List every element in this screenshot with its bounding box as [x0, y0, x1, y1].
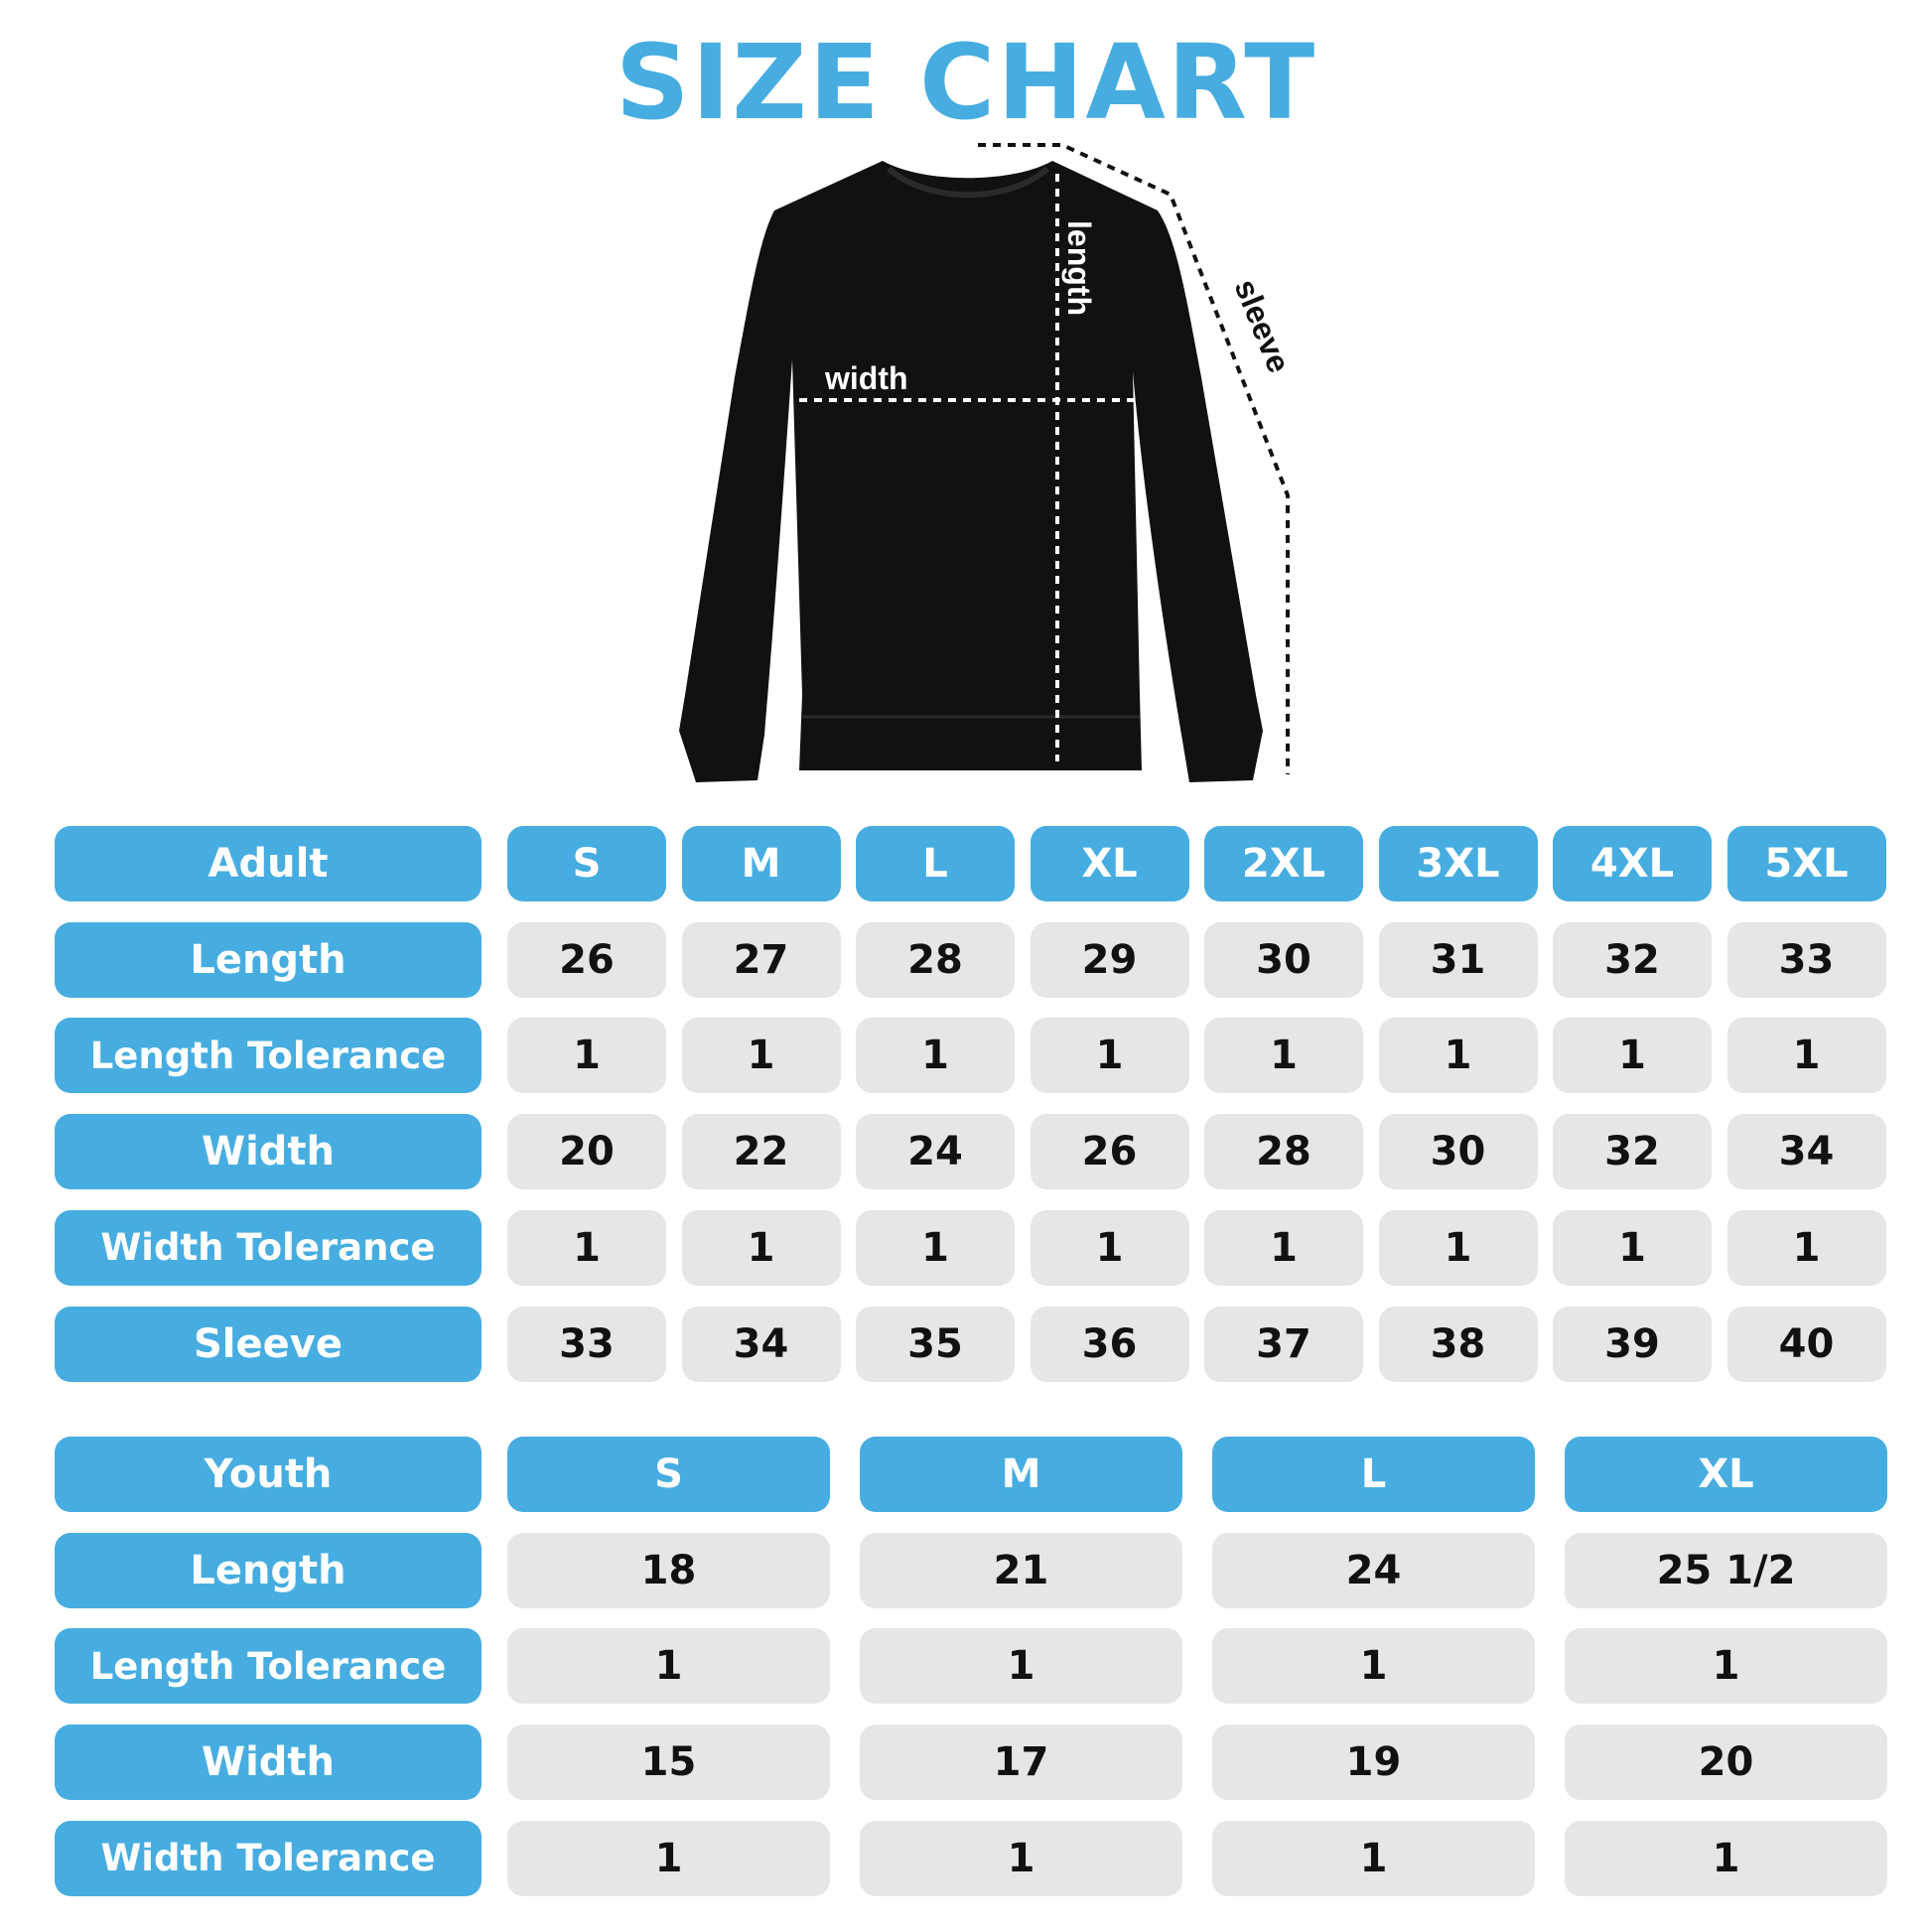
table-cell: 33	[1726, 921, 1886, 998]
table-cell: 31	[1378, 921, 1538, 998]
table-cell: 1	[1030, 1018, 1189, 1094]
table-cell: 1	[856, 1209, 1015, 1286]
width-label: width	[824, 360, 908, 396]
table-cell: 1	[1204, 1209, 1363, 1286]
table-cell: 32	[1553, 1114, 1712, 1190]
table-cell: 39	[1553, 1306, 1712, 1382]
table-cell: 25 1/2	[1565, 1532, 1887, 1608]
table-cell: 1	[1378, 1209, 1538, 1286]
size-header-5xl: 5XL	[1726, 826, 1886, 901]
table-cell: 1	[507, 1018, 666, 1094]
table-cell: 30	[1204, 921, 1363, 998]
sleeve-label: sleeve	[1228, 274, 1298, 377]
size-header-4xl: 4XL	[1553, 826, 1712, 901]
size-header-m: M	[681, 826, 841, 901]
table-cell: 24	[856, 1114, 1015, 1190]
table-cell: 24	[1212, 1532, 1535, 1608]
size-header-s: S	[507, 826, 666, 901]
table-cell: 20	[1565, 1725, 1887, 1801]
row-label-width-tolerance: Width Tolerance	[55, 1209, 482, 1286]
youth-header-label: Youth	[55, 1437, 482, 1512]
adult-header-label: Adult	[55, 826, 482, 901]
table-cell: 1	[1378, 1018, 1538, 1094]
length-label: length	[1061, 220, 1097, 316]
size-header-l: L	[1212, 1437, 1535, 1512]
size-header-xl: XL	[1565, 1437, 1887, 1512]
table-cell: 22	[681, 1114, 841, 1190]
table-cell: 37	[1204, 1306, 1363, 1382]
sweater-illustration	[679, 161, 1263, 782]
table-cell: 38	[1378, 1306, 1538, 1382]
table-cell: 17	[860, 1725, 1182, 1801]
table-cell: 34	[1726, 1114, 1886, 1190]
table-cell: 28	[856, 921, 1015, 998]
table-cell: 1	[1565, 1820, 1887, 1896]
table-cell: 28	[1204, 1114, 1363, 1190]
table-cell: 27	[681, 921, 841, 998]
table-cell: 1	[681, 1209, 841, 1286]
table-cell: 34	[681, 1306, 841, 1382]
table-cell: 19	[1212, 1725, 1535, 1801]
table-cell: 26	[507, 921, 666, 998]
table-cell: 33	[507, 1306, 666, 1382]
row-label-length: Length	[55, 921, 482, 998]
row-label-width: Width	[55, 1725, 482, 1801]
table-cell: 1	[1030, 1209, 1189, 1286]
table-cell: 35	[856, 1306, 1015, 1382]
table-cell: 26	[1030, 1114, 1189, 1190]
table-cell: 1	[507, 1820, 830, 1896]
table-cell: 32	[1553, 921, 1712, 998]
table-cell: 1	[1212, 1820, 1535, 1896]
size-header-l: L	[856, 826, 1015, 901]
table-cell: 15	[507, 1725, 830, 1801]
table-cell: 1	[1726, 1209, 1886, 1286]
table-cell: 1	[1726, 1018, 1886, 1094]
row-label-width-tolerance: Width Tolerance	[55, 1820, 482, 1896]
row-label-width: Width	[55, 1114, 482, 1190]
row-label-length: Length	[55, 1532, 482, 1608]
table-cell: 1	[1212, 1628, 1535, 1705]
neck-ribbing	[887, 166, 1049, 199]
table-cell: 21	[860, 1532, 1182, 1608]
table-cell: 30	[1378, 1114, 1538, 1190]
table-cell: 1	[856, 1018, 1015, 1094]
row-label-length-tolerance: Length Tolerance	[55, 1018, 482, 1094]
size-header-s: S	[507, 1437, 830, 1512]
page-title: SIZE CHART	[615, 22, 1317, 143]
size-header-2xl: 2XL	[1204, 826, 1363, 901]
table-cell: 40	[1726, 1306, 1886, 1382]
row-label-length-tolerance: Length Tolerance	[55, 1628, 482, 1705]
table-cell: 1	[507, 1628, 830, 1705]
table-cell: 1	[860, 1628, 1182, 1705]
table-cell: 36	[1030, 1306, 1189, 1382]
row-label-sleeve: Sleeve	[55, 1306, 482, 1382]
table-cell: 1	[1553, 1018, 1712, 1094]
table-cell: 1	[860, 1820, 1182, 1896]
table-cell: 20	[507, 1114, 666, 1190]
size-header-xl: XL	[1030, 826, 1189, 901]
table-cell: 29	[1030, 921, 1189, 998]
table-cell: 18	[507, 1532, 830, 1608]
table-cell: 1	[507, 1209, 666, 1286]
size-header-3xl: 3XL	[1378, 826, 1538, 901]
table-cell: 1	[1553, 1209, 1712, 1286]
table-cell: 1	[681, 1018, 841, 1094]
sweater-diagram: width length sleeve	[679, 143, 1298, 782]
table-cell: 1	[1565, 1628, 1887, 1705]
table-cell: 1	[1204, 1018, 1363, 1094]
size-header-m: M	[860, 1437, 1182, 1512]
